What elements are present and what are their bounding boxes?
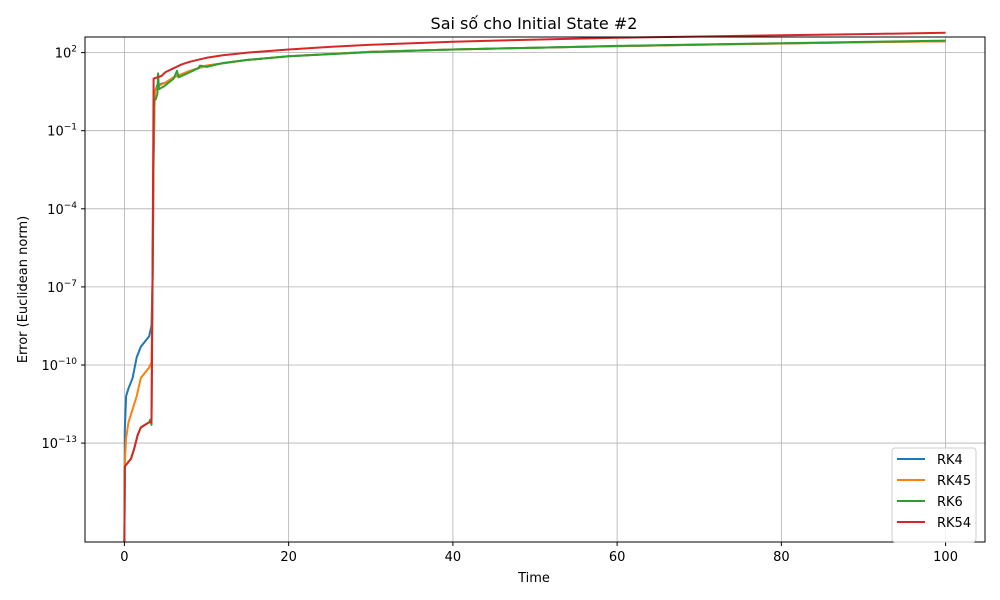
plot-frame (84, 36, 986, 543)
y-tick-label: 10−7 (47, 279, 77, 296)
y-tick-label-exponent: −1 (64, 123, 77, 133)
x-axis-ticks: 0 20 40 60 80 100 (120, 542, 958, 565)
legend-label: RK45 (937, 474, 971, 489)
chart-title: Sai số cho Initial State #2 (431, 14, 638, 33)
grid (85, 37, 985, 542)
legend-label: RK54 (937, 516, 971, 531)
x-axis-label: Time (517, 571, 550, 586)
y-tick-label-base: 10 (41, 437, 58, 452)
y-tick-label-base: 10 (47, 125, 64, 140)
y-tick-label-exponent: −10 (58, 357, 77, 367)
y-tick-label-exponent: −7 (64, 279, 77, 289)
series-line-rk54 (123, 31, 946, 543)
y-tick-label-exponent: −13 (58, 435, 77, 445)
y-axis-label: Error (Euclidean norm) (16, 216, 31, 363)
series-line-rk45 (123, 40, 946, 543)
x-tick-label: 60 (609, 550, 626, 565)
y-tick-label-exponent: −4 (64, 201, 78, 211)
y-tick-label-base: 10 (47, 203, 64, 218)
x-tick-label: 20 (280, 550, 297, 565)
y-tick-label-base: 10 (41, 359, 58, 374)
y-tick-label-base: 10 (55, 47, 72, 62)
x-tick-label: 80 (773, 550, 790, 565)
legend-label: RK6 (937, 495, 963, 510)
series-line-rk4 (123, 40, 946, 543)
series-layer (123, 31, 946, 543)
y-tick-label: 10−13 (41, 435, 77, 452)
legend: RK4 RK45 RK6 RK54 (891, 447, 977, 543)
y-tick-label: 102 (55, 45, 77, 62)
series-line-rk6 (123, 39, 946, 543)
y-tick-label-base: 10 (47, 281, 64, 296)
legend-label: RK4 (937, 453, 963, 468)
y-tick-label: 10−10 (41, 357, 77, 374)
x-tick-label: 40 (445, 550, 462, 565)
y-tick-label: 10−1 (47, 123, 77, 140)
y-tick-label: 10−4 (47, 201, 77, 218)
legend-box (891, 447, 977, 543)
x-tick-label: 0 (120, 550, 128, 565)
x-tick-label: 100 (933, 550, 958, 565)
y-tick-label-exponent: 2 (71, 45, 77, 55)
